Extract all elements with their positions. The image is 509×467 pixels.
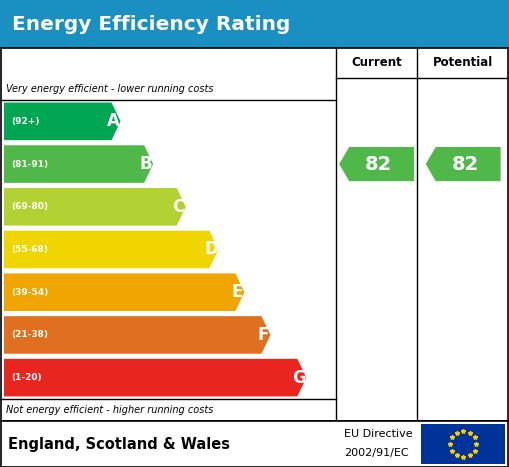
Polygon shape <box>4 188 186 226</box>
Text: (69-80): (69-80) <box>11 202 48 211</box>
Text: 2002/91/EC: 2002/91/EC <box>344 448 409 458</box>
Bar <box>1 421 508 467</box>
Bar <box>421 424 505 464</box>
Polygon shape <box>4 359 306 396</box>
Text: 82: 82 <box>451 155 479 174</box>
Bar <box>1 48 508 421</box>
Text: E: E <box>232 283 243 301</box>
Polygon shape <box>4 231 218 269</box>
Text: (55-68): (55-68) <box>11 245 48 254</box>
Polygon shape <box>4 273 244 311</box>
Text: B: B <box>140 155 153 173</box>
Polygon shape <box>339 147 414 181</box>
Polygon shape <box>4 316 270 354</box>
Text: England, Scotland & Wales: England, Scotland & Wales <box>8 437 230 452</box>
Text: (1-20): (1-20) <box>11 373 42 382</box>
Text: 82: 82 <box>365 155 392 174</box>
Polygon shape <box>4 103 121 140</box>
Text: C: C <box>173 198 185 216</box>
Text: G: G <box>293 368 306 387</box>
Text: A: A <box>107 113 120 130</box>
Text: Not energy efficient - higher running costs: Not energy efficient - higher running co… <box>6 405 213 415</box>
Text: D: D <box>205 241 218 259</box>
Text: Energy Efficiency Rating: Energy Efficiency Rating <box>12 14 290 34</box>
Text: Potential: Potential <box>433 57 493 70</box>
Text: Current: Current <box>351 57 402 70</box>
Polygon shape <box>426 147 501 181</box>
Text: (81-91): (81-91) <box>11 160 48 169</box>
Text: (92+): (92+) <box>11 117 40 126</box>
Text: (39-54): (39-54) <box>11 288 48 297</box>
Text: Very energy efficient - lower running costs: Very energy efficient - lower running co… <box>6 84 213 94</box>
Text: EU Directive: EU Directive <box>344 429 413 439</box>
Polygon shape <box>4 145 153 183</box>
Text: (21-38): (21-38) <box>11 331 48 340</box>
Bar <box>0 0 509 48</box>
Text: F: F <box>258 326 269 344</box>
